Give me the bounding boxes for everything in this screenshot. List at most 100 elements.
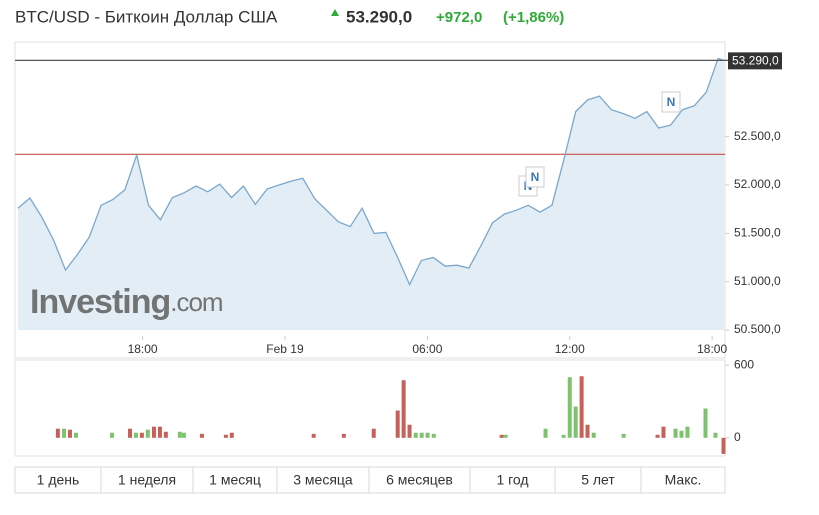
volume-bar: [151, 426, 156, 438]
period-button-label[interactable]: 1 год: [496, 472, 528, 488]
watermark-suffix: .com: [170, 287, 222, 317]
price: 53.290,0: [346, 7, 412, 26]
period-button-bg[interactable]: [640, 466, 726, 494]
period-button[interactable]: 1 год: [469, 466, 556, 494]
period-button[interactable]: 1 день: [14, 466, 102, 494]
title: BTC/USD - Биткоин Доллар США: [15, 7, 278, 26]
volume-bar: [585, 424, 590, 438]
watermark-brand: Investing: [30, 283, 170, 321]
volume-bar: [73, 432, 78, 438]
volume-bar: [223, 434, 228, 438]
volume-bar: [199, 433, 204, 438]
volume-bar: [163, 431, 168, 438]
period-button-label[interactable]: 5 лет: [581, 472, 615, 488]
volume-bar: [655, 434, 660, 438]
y-tick-label: 50.500,0: [734, 322, 781, 336]
volume-bar: [371, 428, 376, 438]
period-button[interactable]: 1 неделя: [100, 466, 194, 494]
x-tick-label: Feb 19: [266, 342, 304, 356]
price-area: [18, 58, 724, 331]
volume-bar: [679, 430, 684, 438]
period-button-label[interactable]: 6 месяцев: [386, 472, 453, 488]
volume-bar: [561, 434, 566, 438]
volume-bar: [579, 376, 584, 438]
volume-bar: [133, 432, 138, 438]
volume-bar: [413, 432, 418, 438]
volume-bar: [145, 429, 150, 438]
volume-bar: [543, 428, 548, 438]
period-button[interactable]: 5 лет: [554, 466, 642, 494]
volume-bar: [673, 428, 678, 438]
up-arrow: [331, 9, 339, 16]
volume-bar: [181, 432, 186, 438]
volume-bar: [177, 431, 182, 438]
news-label: N: [667, 95, 676, 109]
volume-bar: [721, 437, 726, 454]
period-button-label[interactable]: 1 день: [37, 472, 80, 488]
period-button-label[interactable]: 1 месяц: [209, 472, 261, 488]
news-label: N: [531, 170, 540, 184]
volume-bar: [685, 426, 690, 438]
period-button[interactable]: Макс.: [640, 466, 726, 494]
volume-bar: [499, 434, 504, 438]
period-button[interactable]: 1 месяц: [192, 466, 278, 494]
price-panel: [14, 41, 726, 359]
price-line: [17, 57, 725, 287]
y-tick-label: 51.000,0: [734, 274, 781, 288]
period-button-label[interactable]: 3 месяца: [293, 472, 353, 488]
period-bar: 1 день 1 неделя 1 месяц 3 месяца 6 месяцев 1 …: [14, 466, 726, 494]
volume-bar: [157, 426, 162, 438]
volume-bar: [67, 429, 72, 438]
volume-bar: [229, 432, 234, 438]
news-box: [525, 166, 545, 188]
volume-bar: [401, 380, 406, 438]
last-price-label: 53.290,0: [732, 54, 779, 68]
x-tick-label: 18:00: [697, 342, 727, 356]
volume-bar: [55, 428, 60, 438]
news-markers: N N N: [518, 91, 681, 197]
period-button[interactable]: 3 месяца: [276, 466, 370, 494]
volume-bar: [341, 433, 346, 438]
x-tick-label: 12:00: [555, 342, 585, 356]
volume-bar: [713, 432, 718, 438]
news-box: [661, 91, 681, 113]
period-button[interactable]: 6 месяцев: [368, 466, 471, 494]
x-tick-label: 06:00: [412, 342, 442, 356]
volume-bar: [139, 432, 144, 438]
last-price-box: [728, 52, 782, 70]
volume-bar: [395, 410, 400, 438]
volume-bar: [431, 433, 436, 438]
volume-bar: [425, 432, 430, 438]
volume-bar: [567, 377, 572, 438]
volume-bar: [703, 408, 708, 438]
volume-bar: [128, 428, 133, 438]
change-pct: (+1,86%): [503, 9, 564, 26]
period-button-label[interactable]: 1 неделя: [118, 472, 176, 488]
period-button-bg[interactable]: [14, 466, 102, 494]
volume-bar: [407, 424, 412, 438]
volume-panel: [14, 359, 726, 457]
period-button-bg[interactable]: [276, 466, 370, 494]
volume-bar: [62, 428, 67, 438]
volume-bar: [419, 432, 424, 438]
y-tick-label: 51.500,0: [734, 226, 781, 240]
volume-bar: [661, 426, 666, 438]
plot-layer: 50.500,0 51.000,0 51.500,0 52.000,0 52.500,0…: [15, 52, 782, 454]
x-tick-label: 18:00: [128, 342, 158, 356]
y-tick-label: 600: [734, 357, 754, 371]
volume-bar: [109, 432, 114, 438]
volume-bar: [621, 433, 626, 438]
change: +972,0: [436, 9, 482, 26]
y-tick-label: 52.000,0: [734, 177, 781, 191]
watermark: Investing.com: [30, 283, 223, 321]
period-button-bg[interactable]: [469, 466, 556, 494]
volume-bar: [311, 433, 316, 438]
y-tick-label: 0: [734, 430, 741, 444]
volume-bar: [573, 406, 578, 438]
y-tick-label: 52.500,0: [734, 129, 781, 143]
period-button-label[interactable]: Макс.: [665, 472, 702, 488]
volume-bar: [503, 434, 508, 438]
volume-bar: [591, 432, 596, 438]
